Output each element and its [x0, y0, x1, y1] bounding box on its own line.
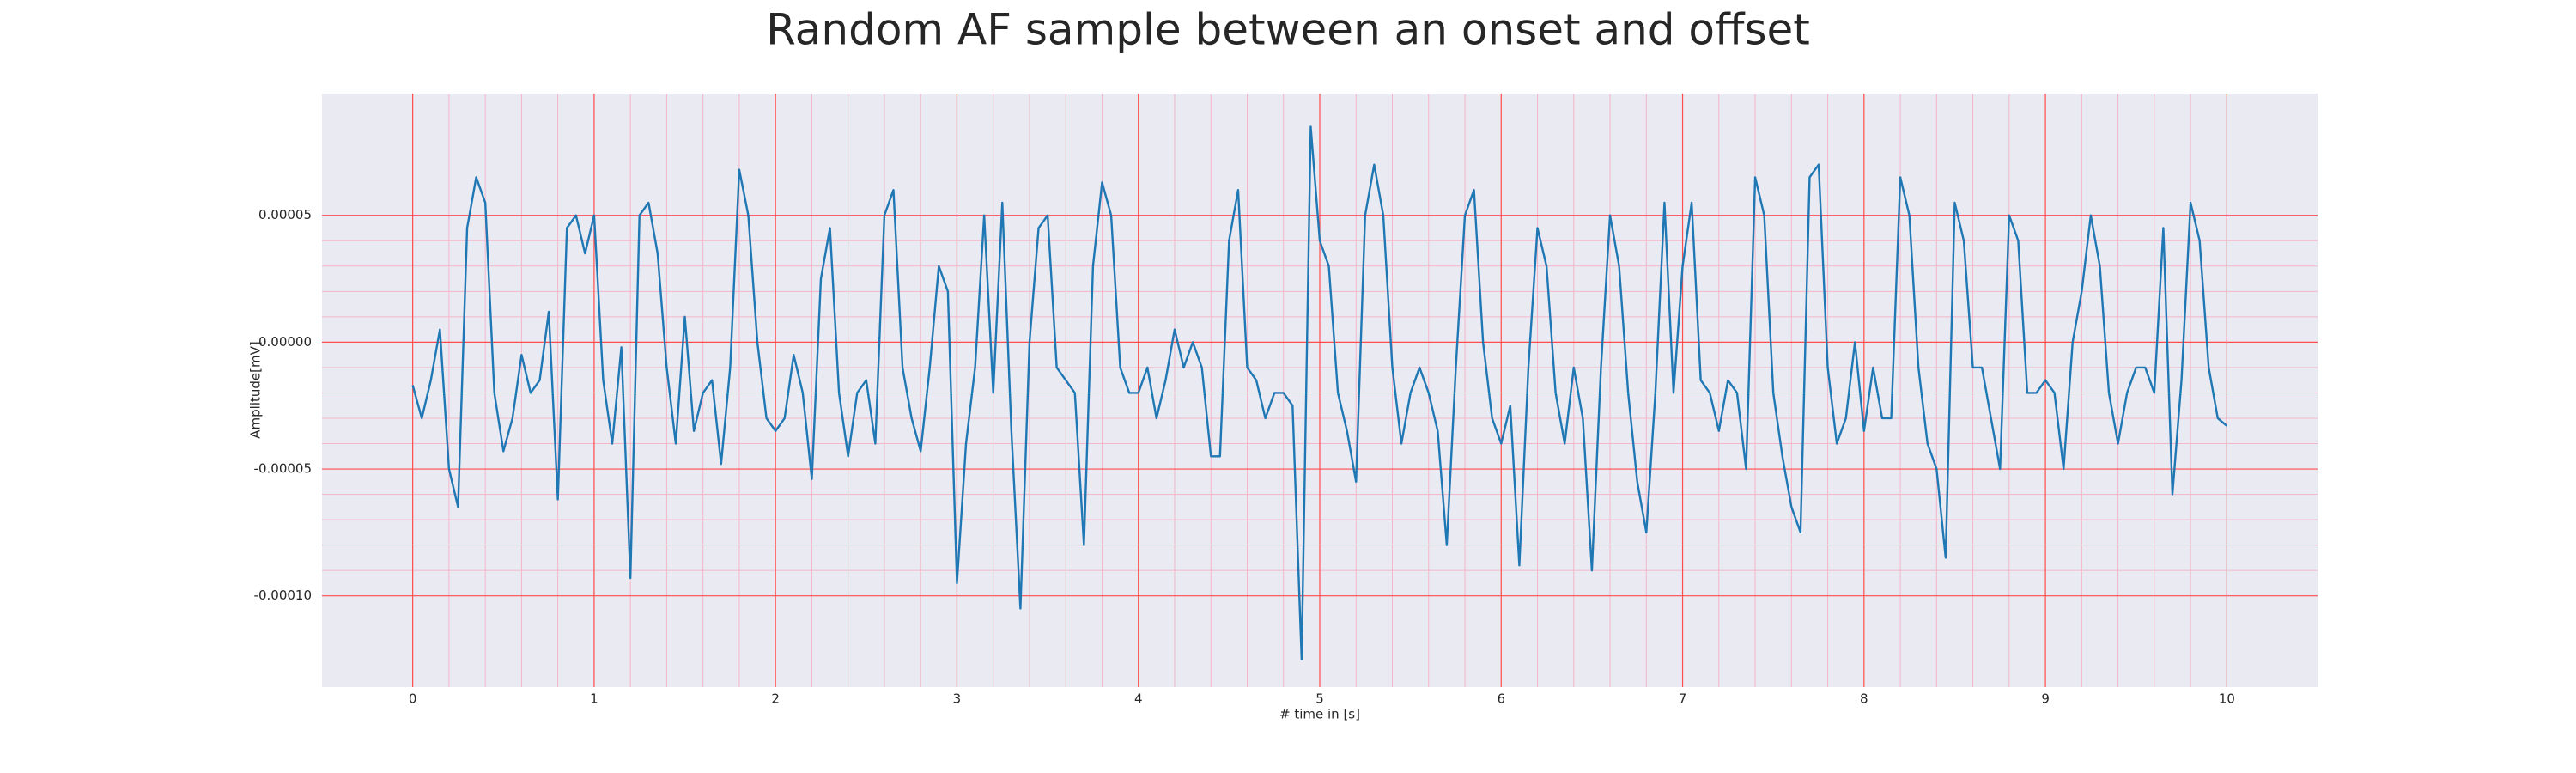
- x-axis-label: # time in [s]: [1279, 707, 1360, 722]
- x-tick-label: 1: [590, 691, 598, 707]
- x-tick-label: 3: [953, 691, 962, 707]
- chart-title: Random AF sample between an onset and of…: [766, 5, 1810, 55]
- x-tick-label: 6: [1497, 691, 1505, 707]
- y-axis-label: Amplitude[mV]: [248, 341, 264, 438]
- y-tick-label: -0.00005: [254, 461, 312, 477]
- x-tick-label: 8: [1860, 691, 1868, 707]
- x-tick-label: 4: [1134, 691, 1143, 707]
- x-tick-label: 0: [409, 691, 417, 707]
- y-tick-label: 0.00000: [258, 334, 312, 350]
- x-tick-label: 5: [1315, 691, 1324, 707]
- signal-line: [411, 125, 2228, 660]
- x-tick-label: 10: [2219, 691, 2235, 707]
- x-tick-label: 2: [771, 691, 780, 707]
- y-tick-label: 0.00005: [258, 207, 312, 222]
- x-tick-label: 9: [2041, 691, 2050, 707]
- x-tick-label: 7: [1679, 691, 1687, 707]
- y-tick-label: -0.00010: [254, 587, 312, 603]
